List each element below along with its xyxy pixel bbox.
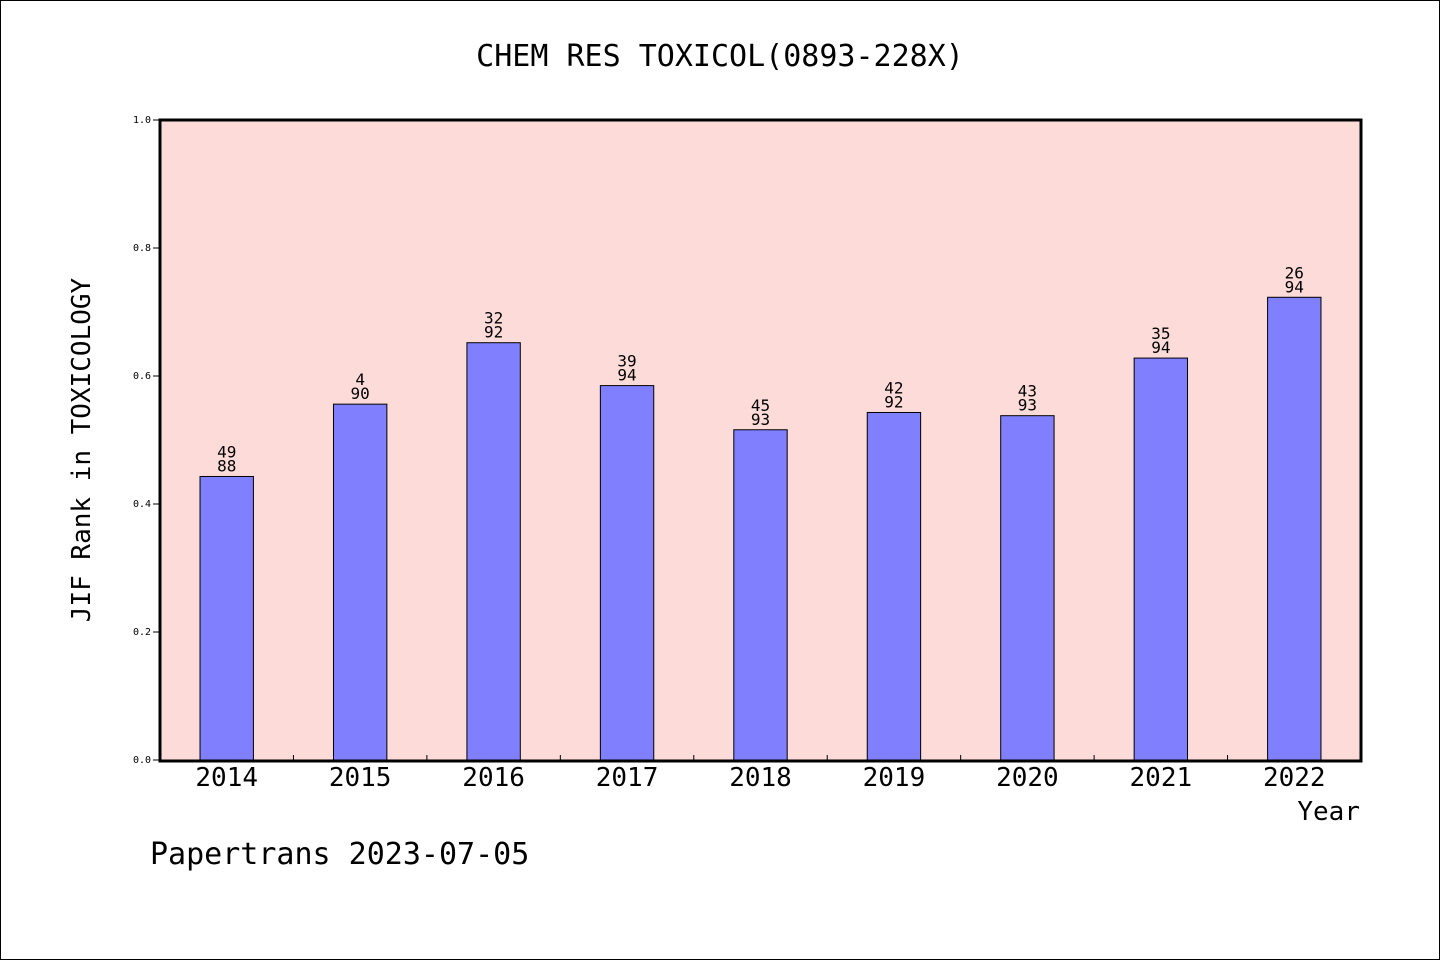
bar-label-rank: 45 [751, 396, 770, 415]
footer-text: Papertrans 2023-07-05 [150, 837, 529, 872]
x-tick-label: 2022 [1263, 763, 1326, 793]
bar-label-total: 88 [217, 456, 236, 475]
bar-2022 [1267, 296, 1322, 761]
y-tick-label: 0.8 [133, 243, 151, 254]
bar-2016 [466, 342, 521, 761]
bar-label-total: 94 [617, 366, 636, 385]
bar-label-rank: 49 [217, 442, 236, 461]
bar-label-rank: 35 [1151, 324, 1170, 343]
y-tick-label: 0.0 [133, 755, 151, 766]
bar-2015 [332, 403, 388, 761]
bar-2017 [599, 385, 655, 761]
x-axis: 2014 2015 2016 2017 2018 2019 2020 2021 2022 [195, 755, 1326, 793]
bars-group [199, 296, 1322, 761]
bar-label-rank: 42 [884, 378, 903, 397]
x-tick-label: 2014 [195, 763, 258, 793]
bar-label-total: 93 [1018, 396, 1037, 415]
x-tick-label: 2019 [863, 763, 926, 793]
x-tick-label: 2015 [329, 763, 392, 793]
bar-label-total: 93 [751, 410, 770, 429]
bar-label-total: 94 [1285, 277, 1304, 296]
bar-2018 [733, 429, 788, 761]
y-tick-label: 0.6 [133, 371, 151, 382]
x-tick-label: 2016 [462, 763, 525, 793]
bar-label-total: 94 [1151, 338, 1170, 357]
y-axis: 0.0 0.2 0.4 0.6 0.8 1.0 [133, 115, 160, 766]
bar-label-rank: 4 [355, 370, 365, 389]
x-axis-label: Year [1297, 797, 1360, 827]
bar-label-rank: 43 [1018, 382, 1037, 401]
bar-2019 [866, 411, 922, 761]
bar-2020 [1000, 415, 1055, 761]
bar-label-rank: 32 [484, 309, 503, 328]
chart-title: CHEM RES TOXICOL(0893-228X) [476, 39, 964, 74]
x-tick-label: 2020 [996, 763, 1059, 793]
y-tick-label: 0.4 [133, 499, 151, 510]
bar-label-total: 92 [884, 392, 903, 411]
bar-2014 [199, 475, 254, 761]
bar-2021 [1133, 357, 1189, 761]
bar-label-rank: 39 [617, 352, 636, 371]
y-axis-label: JIF Rank in TOXICOLOGY [67, 277, 97, 622]
x-tick-label: 2021 [1130, 763, 1193, 793]
y-tick-label: 1.0 [133, 115, 151, 126]
x-tick-label: 2018 [729, 763, 792, 793]
bar-label-total: 90 [351, 384, 370, 403]
y-tick-label: 0.2 [133, 627, 151, 638]
bar-label-rank: 26 [1285, 263, 1304, 282]
bar-label-total: 92 [484, 323, 503, 342]
x-tick-label: 2017 [596, 763, 659, 793]
